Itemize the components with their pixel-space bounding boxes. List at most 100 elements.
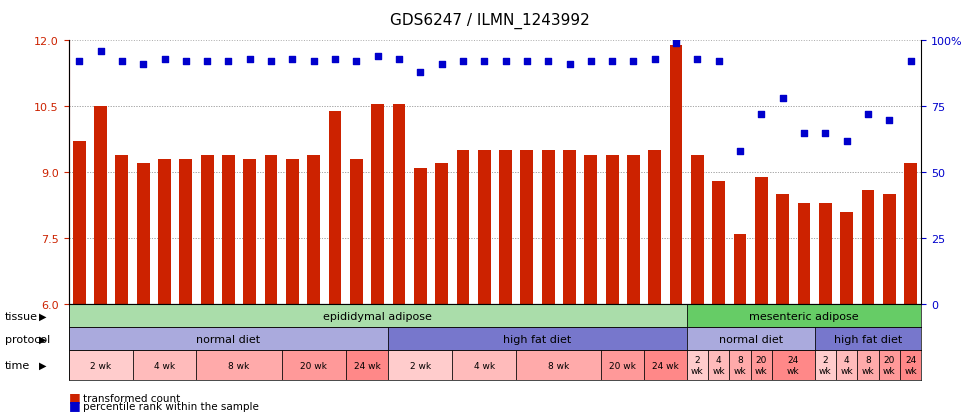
Point <box>540 59 556 66</box>
Point <box>455 59 470 66</box>
Point <box>264 59 279 66</box>
Bar <box>836 350 858 380</box>
Bar <box>196 350 282 380</box>
Text: ■: ■ <box>69 398 80 411</box>
Bar <box>564 151 576 304</box>
Bar <box>388 328 687 350</box>
Text: 4 wk: 4 wk <box>154 361 175 370</box>
Text: normal diet: normal diet <box>196 334 261 344</box>
Bar <box>414 169 426 304</box>
Bar <box>900 350 921 380</box>
Point <box>583 59 599 66</box>
Point <box>220 59 236 66</box>
Bar <box>602 350 644 380</box>
Bar <box>644 350 687 380</box>
Bar <box>606 155 618 304</box>
Point <box>605 59 620 66</box>
Bar <box>308 155 320 304</box>
Point <box>93 48 109 55</box>
Bar <box>584 155 597 304</box>
Point <box>284 57 300 63</box>
Bar <box>282 350 346 380</box>
Text: 2 wk: 2 wk <box>90 361 111 370</box>
Text: 8
wk: 8 wk <box>861 356 874 375</box>
Text: 8 wk: 8 wk <box>228 361 250 370</box>
Point <box>625 59 641 66</box>
Bar <box>687 304 921 328</box>
Point <box>754 112 769 118</box>
Point <box>498 59 514 66</box>
Bar <box>755 177 767 304</box>
Point <box>562 62 577 68</box>
Text: 20 wk: 20 wk <box>300 361 327 370</box>
Point <box>178 59 194 66</box>
Bar <box>346 350 388 380</box>
Bar <box>393 105 406 304</box>
Text: ▶: ▶ <box>39 311 47 321</box>
Bar <box>814 350 836 380</box>
Point <box>157 57 172 63</box>
Text: ■: ■ <box>69 390 80 403</box>
Bar <box>388 350 452 380</box>
Point <box>775 96 791 102</box>
Bar <box>435 164 448 304</box>
Point <box>860 112 876 118</box>
Text: percentile rank within the sample: percentile rank within the sample <box>83 401 259 411</box>
Point <box>647 57 662 63</box>
Text: 4 wk: 4 wk <box>473 361 495 370</box>
Point <box>796 130 811 137</box>
Bar <box>69 350 132 380</box>
Bar <box>542 151 555 304</box>
Bar <box>669 46 682 304</box>
Bar <box>328 112 341 304</box>
Bar <box>687 350 709 380</box>
Text: time: time <box>5 360 30 370</box>
Bar <box>137 164 150 304</box>
Point <box>476 59 492 66</box>
Bar <box>798 204 810 304</box>
Bar <box>712 182 725 304</box>
Bar <box>478 151 491 304</box>
Bar <box>858 350 879 380</box>
Bar <box>132 350 196 380</box>
Text: ▶: ▶ <box>39 360 47 370</box>
Text: 20 wk: 20 wk <box>610 361 636 370</box>
Bar <box>905 164 917 304</box>
Bar <box>452 350 516 380</box>
Bar <box>243 160 256 304</box>
Text: protocol: protocol <box>5 334 50 344</box>
Point <box>199 59 215 66</box>
Text: transformed count: transformed count <box>83 393 180 403</box>
Bar <box>708 350 729 380</box>
Text: tissue: tissue <box>5 311 38 321</box>
Point <box>306 59 321 66</box>
Bar <box>729 350 751 380</box>
Bar <box>649 151 662 304</box>
Bar <box>691 155 704 304</box>
Bar <box>516 350 602 380</box>
Text: mesenteric adipose: mesenteric adipose <box>749 311 858 321</box>
Point <box>114 59 129 66</box>
Point <box>839 138 855 145</box>
Text: ▶: ▶ <box>39 334 47 344</box>
Text: 24 wk: 24 wk <box>354 361 380 370</box>
Point <box>327 57 343 63</box>
Bar <box>751 350 772 380</box>
Bar <box>776 195 789 304</box>
Bar <box>814 328 921 350</box>
Text: 20
wk: 20 wk <box>755 356 767 375</box>
Bar <box>499 151 512 304</box>
Bar <box>687 328 814 350</box>
Point <box>690 57 706 63</box>
Bar <box>69 328 388 350</box>
Bar <box>94 107 107 304</box>
Text: 4
wk: 4 wk <box>712 356 725 375</box>
Point <box>242 57 258 63</box>
Text: 4
wk: 4 wk <box>840 356 853 375</box>
Point <box>817 130 833 137</box>
Text: 20
wk: 20 wk <box>883 356 896 375</box>
Point <box>710 59 726 66</box>
Point <box>519 59 535 66</box>
Text: 2
wk: 2 wk <box>691 356 704 375</box>
Point <box>903 59 918 66</box>
